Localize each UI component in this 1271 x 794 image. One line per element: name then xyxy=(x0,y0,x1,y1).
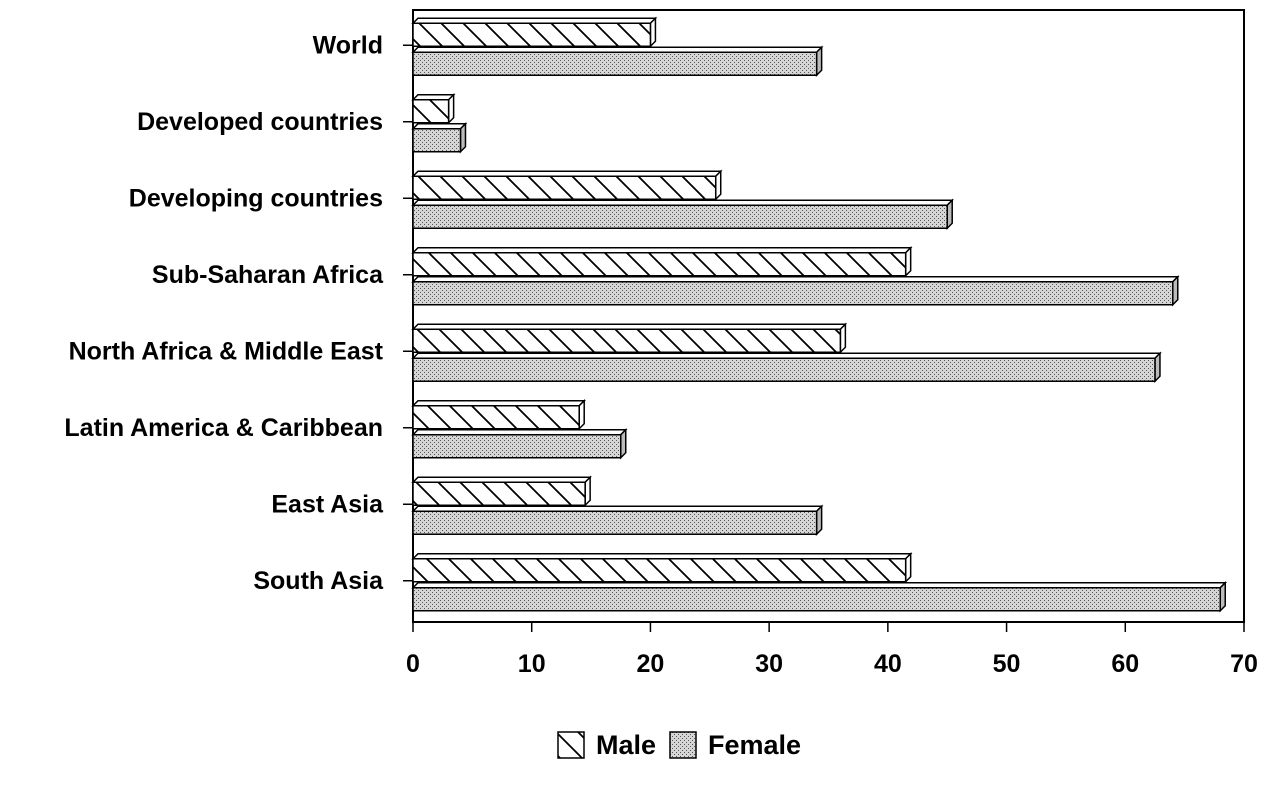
bar-female xyxy=(411,121,468,154)
category-label: North Africa & Middle East xyxy=(69,337,384,365)
x-tick-label: 40 xyxy=(874,650,902,678)
legend-label-male: Male xyxy=(596,730,656,760)
x-tick-label: 0 xyxy=(406,650,420,678)
bar-female xyxy=(411,198,955,231)
bar-male xyxy=(411,475,592,508)
plot-frame xyxy=(412,9,1245,623)
x-tick-label: 60 xyxy=(1111,650,1139,678)
category-label: South Asia xyxy=(253,567,384,595)
x-tick-label: 30 xyxy=(755,650,783,678)
bar-male xyxy=(411,398,587,431)
bar-male xyxy=(411,16,658,49)
plot-area: World Developed countries Developing count… xyxy=(64,9,1258,760)
category-label: Sub-Saharan Africa xyxy=(152,261,384,289)
bar-male xyxy=(411,551,913,584)
bar-female xyxy=(411,274,1180,307)
x-tick-label: 70 xyxy=(1230,650,1258,678)
category-label: Developed countries xyxy=(137,108,383,136)
bar-male xyxy=(411,322,848,355)
bar-female xyxy=(411,580,1228,613)
bar-male xyxy=(411,92,456,125)
bar-male xyxy=(411,245,913,278)
legend: Male Female xyxy=(557,730,801,760)
bar-female xyxy=(411,504,824,537)
legend-swatch-male xyxy=(557,731,585,759)
bar-female xyxy=(411,427,628,460)
category-label: East Asia xyxy=(271,490,384,518)
x-tick-label: 10 xyxy=(518,650,546,678)
bar-female xyxy=(411,45,824,78)
legend-swatch-female xyxy=(669,731,697,759)
bar-male xyxy=(411,169,723,202)
bar-female xyxy=(411,351,1162,384)
category-label: World xyxy=(313,31,383,59)
x-tick-label: 20 xyxy=(637,650,665,678)
category-label: Latin America & Caribbean xyxy=(64,414,383,442)
legend-label-female: Female xyxy=(708,730,801,760)
x-tick-label: 50 xyxy=(993,650,1021,678)
category-label: Developing countries xyxy=(129,184,383,212)
